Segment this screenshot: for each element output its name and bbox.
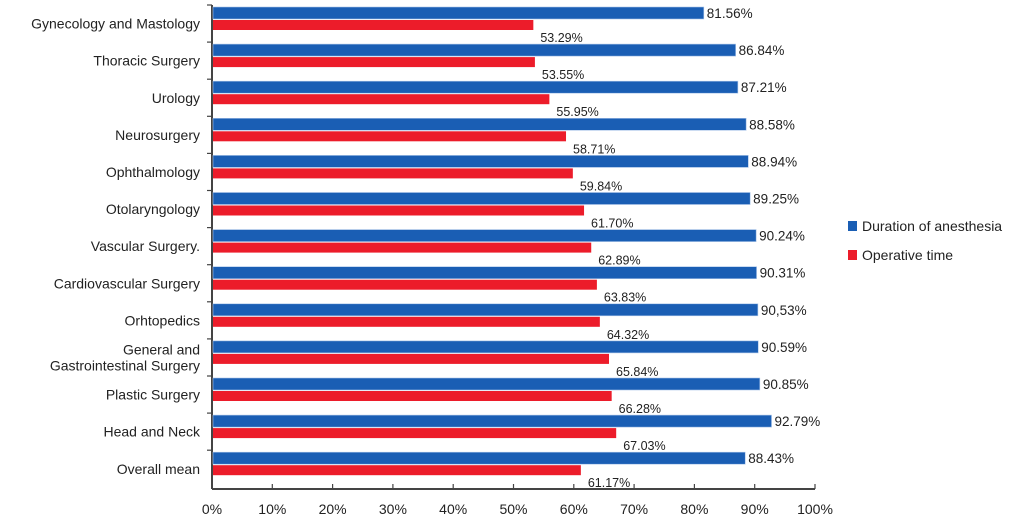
data-label-duration-of-anesthesia: 92.79% <box>775 414 821 429</box>
data-label-duration-of-anesthesia: 81.56% <box>707 6 753 21</box>
category-label: Plastic Surgery <box>106 387 200 403</box>
data-label-duration-of-anesthesia: 89.25% <box>753 192 799 207</box>
data-label-duration-of-anesthesia: 86.84% <box>739 43 785 58</box>
category-label: Urology <box>152 90 200 106</box>
data-label-duration-of-anesthesia: 88.58% <box>749 117 795 132</box>
x-tick-label: 10% <box>258 501 286 517</box>
x-tick-label: 60% <box>560 501 588 517</box>
bar-duration-of-anesthesia <box>212 229 757 242</box>
data-label-operative-time: 65.84% <box>616 365 658 379</box>
bar-duration-of-anesthesia <box>212 451 746 465</box>
data-label-duration-of-anesthesia: 90.24% <box>759 229 805 244</box>
bar-operative-time <box>213 391 612 401</box>
x-tick-label: 0% <box>202 501 222 517</box>
data-label-operative-time: 55.95% <box>556 105 598 119</box>
bar-duration-of-anesthesia <box>212 303 759 317</box>
legend-swatch-operative-time <box>848 250 857 260</box>
bar-operative-time <box>213 131 567 142</box>
data-label-operative-time: 66.28% <box>619 402 661 416</box>
x-tick-label: 50% <box>499 501 527 517</box>
category-label: Ophthalmology <box>106 164 200 180</box>
category-label: General and <box>123 341 200 357</box>
bar-duration-of-anesthesia <box>212 377 761 391</box>
bar-duration-of-anesthesia <box>212 6 705 20</box>
data-label-operative-time: 61.70% <box>591 217 633 231</box>
bar-duration-of-anesthesia <box>212 266 757 280</box>
legend-label: Operative time <box>862 247 953 263</box>
data-label-operative-time: 53.29% <box>540 31 582 45</box>
category-label: Cardiovascular Surgery <box>54 275 200 291</box>
bar-operative-time <box>213 465 581 476</box>
data-label-duration-of-anesthesia: 90,53% <box>761 303 807 318</box>
legend-label: Duration of anesthesia <box>862 218 1002 234</box>
data-label-operative-time: 53.55% <box>542 68 584 82</box>
bar-operative-time <box>213 316 600 327</box>
bar-duration-of-anesthesia <box>212 192 751 205</box>
bar-operative-time <box>213 428 617 439</box>
category-label: Head and Neck <box>103 424 201 440</box>
bar-operative-time <box>213 353 610 364</box>
category-label: Thoracic Surgery <box>93 53 200 69</box>
bar-operative-time <box>213 20 534 30</box>
data-label-duration-of-anesthesia: 88.94% <box>751 154 797 169</box>
data-label-operative-time: 59.84% <box>580 179 622 193</box>
category-label: Otolaryngology <box>106 201 200 217</box>
category-label: Neurosurgery <box>115 127 200 143</box>
bar-operative-time <box>213 168 573 179</box>
category-label: Vascular Surgery. <box>91 238 200 254</box>
data-label-duration-of-anesthesia: 90.31% <box>760 266 806 281</box>
x-tick-label: 30% <box>379 501 407 517</box>
bar-duration-of-anesthesia <box>212 118 747 131</box>
legend-swatch-duration-of-anesthesia <box>848 221 857 231</box>
bar-operative-time <box>213 205 585 216</box>
data-label-operative-time: 63.83% <box>604 291 646 305</box>
bar-operative-time <box>213 242 592 253</box>
x-tick-label: 40% <box>439 501 467 517</box>
bar-duration-of-anesthesia <box>212 155 749 168</box>
data-label-duration-of-anesthesia: 90.85% <box>763 377 809 392</box>
bar-duration-of-anesthesia <box>212 340 759 354</box>
bar-operative-time <box>213 57 535 68</box>
bar-operative-time <box>213 94 550 105</box>
data-label-operative-time: 58.71% <box>573 142 615 156</box>
category-label: Gynecology and Mastology <box>31 16 200 32</box>
x-tick-label: 80% <box>680 501 708 517</box>
data-label-operative-time: 64.32% <box>607 328 649 342</box>
x-tick-label: 20% <box>319 501 347 517</box>
bar-duration-of-anesthesia <box>212 80 739 94</box>
category-label: Gastrointestinal Surgery <box>50 357 200 373</box>
bar-duration-of-anesthesia <box>212 414 772 428</box>
bar-duration-of-anesthesia <box>212 43 736 57</box>
data-label-operative-time: 67.03% <box>623 439 665 453</box>
bar-operative-time <box>213 279 597 290</box>
x-tick-label: 100% <box>797 501 833 517</box>
data-label-duration-of-anesthesia: 88.43% <box>748 451 794 466</box>
data-label-operative-time: 61.17% <box>588 476 630 490</box>
category-label: Overall mean <box>117 461 200 477</box>
data-label-duration-of-anesthesia: 87.21% <box>741 80 787 95</box>
category-label: Orhtopedics <box>125 312 200 328</box>
x-tick-label: 90% <box>741 501 769 517</box>
data-label-operative-time: 62.89% <box>598 254 640 268</box>
data-label-duration-of-anesthesia: 90.59% <box>761 340 807 355</box>
x-tick-label: 70% <box>620 501 648 517</box>
